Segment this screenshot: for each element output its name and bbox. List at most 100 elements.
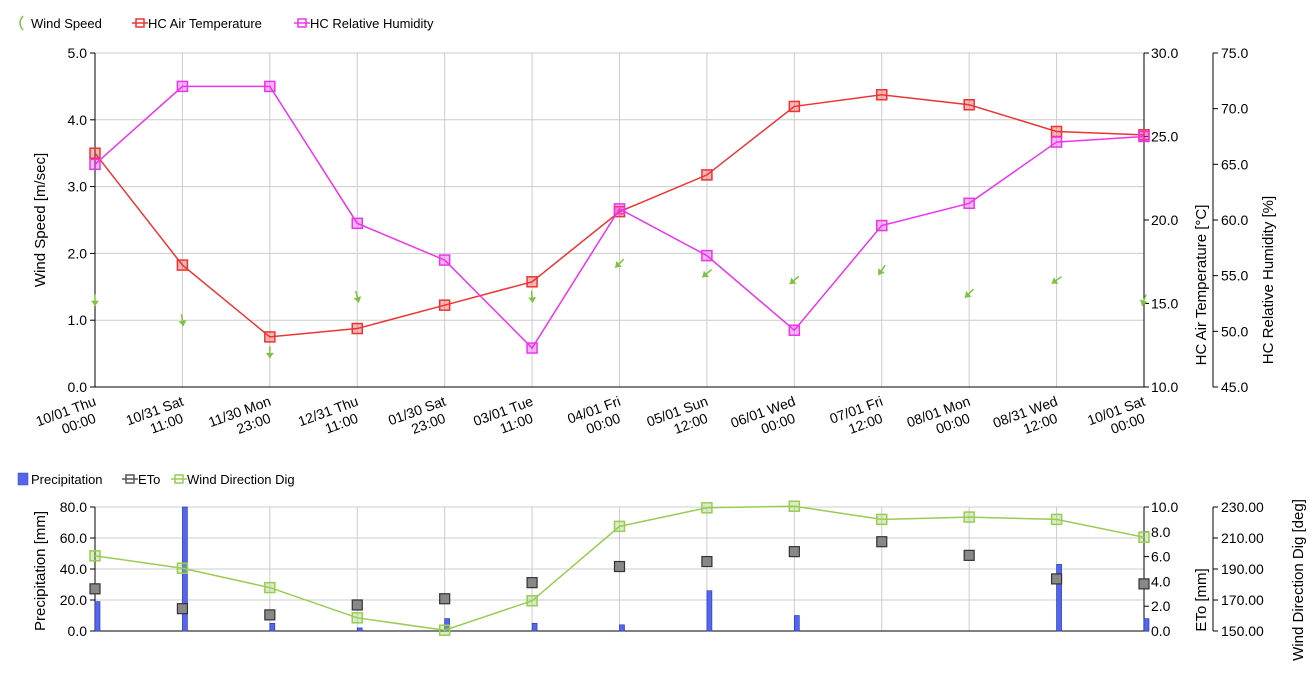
series-marker — [788, 100, 801, 113]
wind-arrow-head — [1051, 277, 1059, 284]
right2-tick-label: 65.0 — [1221, 156, 1248, 172]
x-tick-label: 07/01 Fri12:00 — [827, 393, 890, 442]
precip-bar — [356, 627, 363, 632]
wind-direction-marker — [963, 511, 975, 523]
series-line — [94, 93, 1145, 338]
wind-direction-marker — [1138, 531, 1150, 543]
legend-label-1: HC Air Temperature — [148, 16, 262, 31]
left-axis-title: Wind Speed [m/sec] — [32, 153, 49, 287]
wind-arrow-head — [1140, 299, 1148, 306]
wind-arrow-head — [964, 291, 972, 298]
right2-axis-title-2: Wind Direction Dig [deg] — [1290, 499, 1307, 661]
series-wind-speed — [91, 258, 1148, 359]
wind-direction-marker — [438, 624, 451, 636]
wind-direction-marker — [701, 502, 713, 514]
series-marker — [438, 254, 451, 266]
series-marker — [438, 299, 451, 311]
series-marker — [264, 80, 276, 93]
right2-axis-title: HC Relative Humidity [%] — [1260, 196, 1277, 364]
series-marker — [89, 147, 101, 159]
x-tick-label: 12/31 Thu11:00 — [296, 393, 366, 445]
series-marker — [876, 89, 888, 101]
right2-tick-label: 50.0 — [1221, 323, 1248, 339]
series-marker — [788, 324, 801, 336]
wind-arrow-head — [789, 277, 797, 284]
right1-tick-label: 30.0 — [1151, 45, 1178, 61]
x-tick-label: 10/01 Thu00:00 — [34, 393, 104, 445]
precip-bar — [706, 590, 713, 632]
series-marker — [876, 219, 888, 232]
series-hc-relative-humidity — [89, 80, 1150, 354]
right1-tick-label-2: 2.0 — [1151, 598, 1171, 614]
chart1-gridlines — [94, 52, 1145, 388]
series-marker — [89, 158, 101, 171]
series-marker — [701, 169, 713, 181]
right2-tick-label: 70.0 — [1221, 101, 1248, 117]
eto-marker — [264, 609, 276, 621]
right2-tick-label-2: 190.00 — [1221, 561, 1264, 577]
wind-direction-marker — [788, 500, 801, 512]
left-tick-label: 2.0 — [68, 245, 88, 261]
left-tick-label: 4.0 — [68, 112, 88, 128]
series-marker — [1050, 125, 1063, 138]
series-line — [94, 85, 1145, 350]
right1-tick-label-2: 8.0 — [1151, 524, 1171, 540]
left-tick-label: 0.0 — [68, 379, 88, 395]
eto-marker — [876, 536, 888, 548]
wind-arrow-legend-icon — [19, 15, 24, 31]
series-marker — [963, 99, 975, 111]
left-tick-label-2: 80.0 — [60, 499, 87, 515]
series-marker — [176, 259, 189, 271]
series-marker — [1050, 136, 1063, 148]
wind-direction-marker — [264, 581, 276, 594]
right1-tick-label-2: 4.0 — [1151, 573, 1171, 589]
right1-tick-label: 15.0 — [1151, 296, 1178, 312]
x-tick-label: 01/30 Sat23:00 — [386, 393, 453, 444]
wind-arrow-head — [702, 270, 710, 278]
legend-marker-1 — [125, 474, 135, 484]
x-tick-label: 03/01 Tue11:00 — [471, 393, 541, 444]
legend-label-2: HC Relative Humidity — [310, 16, 434, 31]
legend-label-1: ETo — [138, 472, 160, 487]
eto-marker — [1050, 573, 1063, 585]
legend-marker-2 — [297, 18, 307, 28]
precip-bar — [1056, 564, 1062, 632]
wind-arrow-head — [91, 300, 99, 307]
precip-bar — [1143, 618, 1150, 632]
x-tick-label: 08/31 Wed12:00 — [991, 393, 1065, 446]
eto-marker — [176, 603, 189, 615]
wind-direction-marker — [613, 520, 626, 533]
right1-axis-title: HC Air Temperature [°C] — [1193, 205, 1210, 366]
legend-marker-1 — [135, 18, 145, 28]
series-eto — [89, 536, 1150, 621]
series-marker — [526, 342, 538, 354]
precip-bar — [794, 615, 800, 632]
legend-marker-2 — [174, 474, 184, 484]
right2-tick-label-2: 170.00 — [1221, 592, 1264, 608]
x-tick-label: 04/01 Fri00:00 — [565, 393, 628, 442]
precip-bar — [269, 622, 276, 632]
eto-marker — [351, 599, 363, 611]
wind-arrow-head — [353, 296, 362, 303]
wind-direction-marker — [1050, 513, 1063, 526]
right1-tick-label-2: 6.0 — [1151, 549, 1171, 565]
series-marker — [526, 276, 538, 288]
series-marker — [613, 203, 626, 215]
right1-tick-label: 20.0 — [1151, 212, 1178, 228]
right1-tick-label: 10.0 — [1151, 379, 1178, 395]
right2-tick-label-2: 150.00 — [1221, 623, 1264, 639]
left-tick-label-2: 0.0 — [68, 623, 88, 639]
left-tick-label-2: 60.0 — [60, 530, 87, 546]
legend-label-2: Wind Direction Dig — [187, 472, 295, 487]
right1-tick-label-2: 10.0 — [1151, 499, 1178, 515]
precip-bar — [531, 622, 538, 632]
series-marker — [264, 331, 276, 343]
series-marker — [351, 217, 363, 230]
wind-arrow-head — [528, 297, 537, 303]
series-marker — [176, 80, 189, 93]
x-tick-label: 08/01 Mon00:00 — [905, 393, 978, 446]
right2-tick-label-2: 210.00 — [1221, 530, 1264, 546]
right2-tick-label-2: 230.00 — [1221, 499, 1264, 515]
x-tick-label: 10/31 Sat11:00 — [124, 393, 191, 444]
eto-marker — [613, 560, 626, 573]
